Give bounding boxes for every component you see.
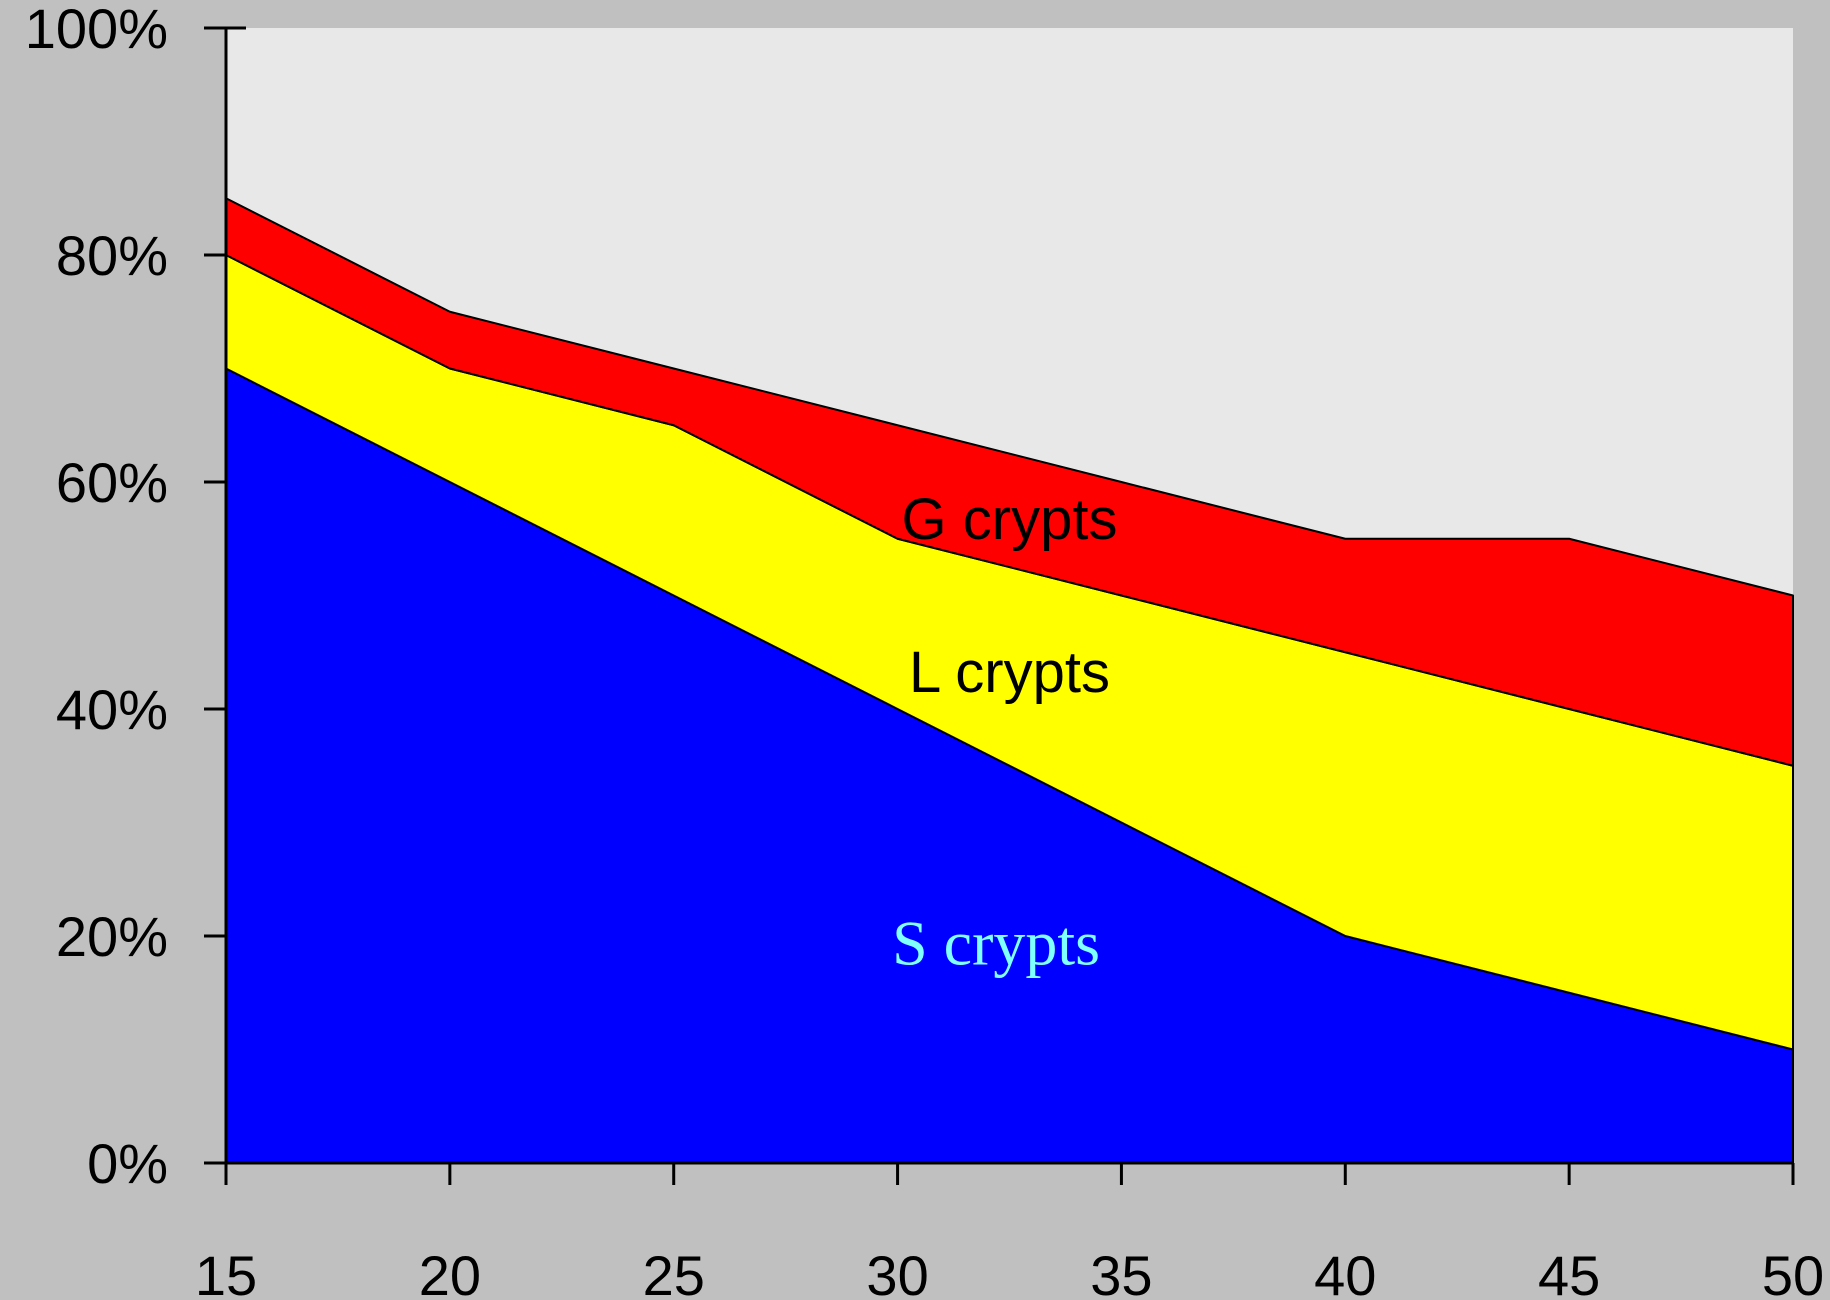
series-label-l-crypts: L crypts bbox=[909, 640, 1110, 705]
x-tick-label: 35 bbox=[1090, 1244, 1152, 1300]
x-tick-label: 15 bbox=[195, 1244, 257, 1300]
axes: 0% 20% 40% 60% 80% 100% 15 20 25 30 35 40 45 50 bbox=[25, 0, 1824, 1300]
x-tick-label: 30 bbox=[866, 1244, 928, 1300]
y-tick-label: 80% bbox=[56, 224, 168, 287]
y-tick-label: 60% bbox=[56, 451, 168, 514]
x-tick-label: 40 bbox=[1314, 1244, 1376, 1300]
x-tick-label: 20 bbox=[419, 1244, 481, 1300]
area-g-crypts bbox=[225, 197, 1794, 767]
series-label-s-crypts: S crypts bbox=[892, 907, 1100, 978]
y-tick-label: 100% bbox=[25, 0, 168, 60]
y-tick-label: 40% bbox=[56, 678, 168, 741]
x-tick-label: 50 bbox=[1762, 1244, 1824, 1300]
series-labels: G crypts L crypts S crypts bbox=[892, 487, 1117, 979]
y-tick-label: 20% bbox=[56, 905, 168, 968]
series-label-g-crypts: G crypts bbox=[902, 487, 1118, 552]
y-tick-label: 0% bbox=[87, 1132, 168, 1195]
x-tick-label: 25 bbox=[643, 1244, 705, 1300]
x-tick-label: 45 bbox=[1538, 1244, 1600, 1300]
